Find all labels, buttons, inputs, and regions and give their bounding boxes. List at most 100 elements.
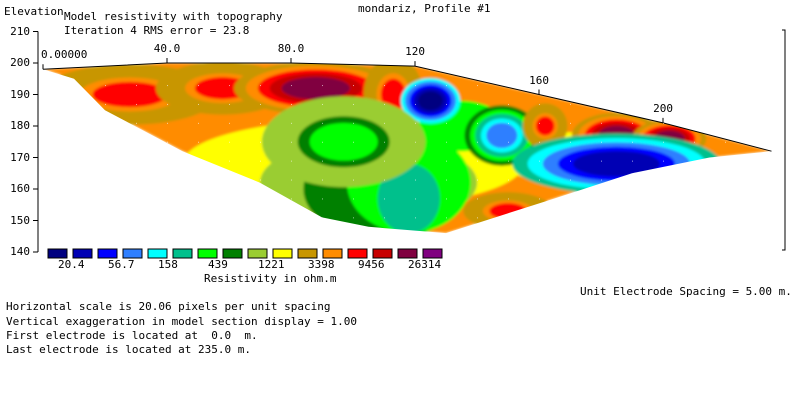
model-point — [322, 122, 323, 124]
model-point — [477, 198, 478, 200]
anomaly-6-ring-0 — [486, 122, 518, 149]
legend-swatch — [72, 248, 93, 259]
model-point — [415, 236, 416, 237]
model-point — [601, 122, 602, 124]
model-point — [477, 122, 478, 124]
model-point — [632, 160, 633, 162]
model-point — [353, 198, 354, 200]
model-point — [353, 85, 354, 87]
model-point — [415, 198, 416, 200]
model-point — [353, 160, 354, 162]
model-point — [477, 160, 478, 162]
model-point — [632, 122, 633, 124]
model-point — [601, 236, 602, 237]
model-point — [415, 103, 416, 105]
legend-swatch — [197, 248, 218, 259]
footer-line-4: Last electrode is located at 235.0 m. — [6, 343, 252, 356]
model-point — [74, 85, 75, 87]
footer-line-2: Vertical exaggeration in model section d… — [6, 315, 357, 328]
model-point — [136, 160, 137, 162]
legend-value-label: 3398 — [308, 258, 335, 271]
model-point — [291, 179, 292, 181]
model-point — [601, 85, 602, 87]
legend-caption: Resistivity in ohm.m — [204, 272, 337, 285]
model-point — [415, 122, 416, 124]
profile-title: mondariz, Profile #1 — [358, 2, 491, 15]
model-point — [694, 160, 695, 162]
model-point — [105, 85, 106, 87]
model-point — [570, 122, 571, 124]
model-point — [415, 85, 416, 87]
legend-swatch — [372, 248, 393, 259]
model-point — [105, 122, 106, 124]
model-point — [446, 103, 447, 105]
x-tick-label: 160 — [529, 73, 549, 87]
legend-swatch — [122, 248, 143, 259]
legend-swatch — [422, 248, 443, 259]
model-point — [601, 160, 602, 162]
model-point — [725, 217, 726, 219]
legend-swatch — [97, 248, 118, 259]
model-point — [353, 103, 354, 105]
model-point — [74, 179, 75, 181]
model-point — [632, 103, 633, 105]
model-point — [539, 198, 540, 200]
model-point — [446, 236, 447, 237]
model-point — [384, 122, 385, 124]
model-point — [694, 141, 695, 143]
model-point — [198, 103, 199, 105]
model-point — [74, 122, 75, 124]
x-tick-label: 120 — [405, 45, 425, 59]
iteration-text: Iteration 4 RMS error = 23.8 — [64, 24, 250, 37]
model-point — [105, 160, 106, 162]
electrode-spacing-text: Unit Electrode Spacing = 5.00 m. — [580, 285, 792, 298]
model-point — [663, 198, 664, 200]
model-point — [694, 236, 695, 237]
model-point — [725, 236, 726, 237]
model-point — [477, 236, 478, 237]
model-point — [508, 103, 509, 105]
model-point — [74, 198, 75, 200]
model-point — [198, 85, 199, 87]
model-point — [353, 179, 354, 181]
model-point — [74, 236, 75, 237]
model-point — [725, 198, 726, 200]
model-point — [136, 236, 137, 237]
model-point — [384, 179, 385, 181]
footer-line-1: Horizontal scale is 20.06 pixels per uni… — [6, 300, 331, 313]
legend-swatch — [297, 248, 318, 259]
model-point — [384, 85, 385, 87]
legend-swatch — [47, 248, 68, 259]
x-tick-label: 40.0 — [153, 42, 181, 55]
model-point — [260, 198, 261, 200]
model-point — [291, 122, 292, 124]
model-point — [291, 236, 292, 237]
model-point — [229, 217, 230, 219]
model-point — [415, 217, 416, 219]
model-point — [167, 179, 168, 181]
model-point — [353, 236, 354, 237]
model-point — [508, 122, 509, 124]
legend-value-label: 56.7 — [108, 258, 135, 271]
model-point — [322, 236, 323, 237]
model-point — [167, 85, 168, 87]
chart-subtitle: Model resistivity with topography — [64, 10, 283, 23]
model-point — [725, 85, 726, 87]
model-point — [663, 122, 664, 124]
x-tick-label: 0.00000 — [41, 48, 88, 62]
model-point — [260, 236, 261, 237]
model-point — [663, 179, 664, 181]
model-point — [229, 103, 230, 105]
model-point — [601, 198, 602, 200]
y-tick-label: 180 — [10, 119, 30, 132]
model-point — [663, 85, 664, 87]
model-point — [105, 103, 106, 105]
model-point — [725, 160, 726, 162]
model-point — [291, 141, 292, 143]
legend-value-label: 1221 — [258, 258, 285, 271]
x-tick-label: 80.0 — [277, 42, 305, 55]
model-point — [167, 141, 168, 143]
model-point — [167, 236, 168, 237]
legend-value-label: 20.4 — [58, 258, 85, 271]
model-point — [601, 103, 602, 105]
